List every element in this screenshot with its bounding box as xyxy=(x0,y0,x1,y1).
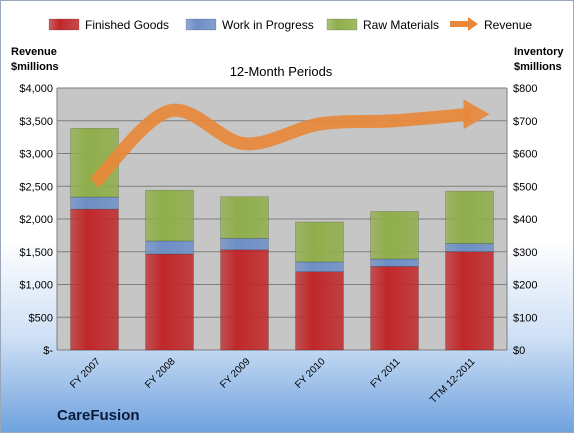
right-tick-label: $0 xyxy=(513,345,525,357)
bar-finished-goods xyxy=(370,266,419,351)
bar-finished-goods xyxy=(445,251,494,351)
left-tick-label: $500 xyxy=(29,312,53,324)
legend-label: Revenue xyxy=(484,18,532,32)
category-label: FY 2008 xyxy=(143,356,178,391)
bar-work-in-progress xyxy=(370,258,419,267)
chart-title: 12-Month Periods xyxy=(230,64,333,79)
bar-raw-materials xyxy=(295,221,344,263)
bar-work-in-progress xyxy=(145,240,194,255)
left-tick-label: $3,000 xyxy=(19,149,53,161)
left-tick-label: $2,000 xyxy=(19,214,53,226)
bar-finished-goods xyxy=(295,271,344,351)
category-label: FY 2007 xyxy=(68,356,103,391)
category-label: FY 2010 xyxy=(293,356,328,391)
legend-swatch xyxy=(185,18,217,31)
bar-finished-goods xyxy=(145,253,194,351)
right-tick-label: $600 xyxy=(513,149,537,161)
left-tick-label: $1,000 xyxy=(19,280,53,292)
bar-work-in-progress xyxy=(220,238,269,251)
bar-work-in-progress xyxy=(70,196,119,210)
bar-finished-goods xyxy=(220,249,269,351)
left-tick-label: $- xyxy=(43,345,53,357)
bar-work-in-progress xyxy=(445,243,494,253)
right-tick-label: $100 xyxy=(513,312,537,324)
category-label: TTM 12-2011 xyxy=(428,356,478,406)
bar-finished-goods xyxy=(70,208,119,351)
right-tick-label: $800 xyxy=(513,83,537,95)
category-label: FY 2011 xyxy=(369,356,403,390)
bar-work-in-progress xyxy=(295,261,344,273)
right-tick-label: $700 xyxy=(513,116,537,128)
left-tick-label: $2,500 xyxy=(19,181,53,193)
left-tick-label: $1,500 xyxy=(19,247,53,259)
revenue-line-arrowhead xyxy=(463,99,490,130)
right-tick-label: $500 xyxy=(513,181,537,193)
legend-swatch xyxy=(48,18,80,31)
legend-label: Raw Materials xyxy=(363,18,439,32)
revenue-line xyxy=(89,103,471,188)
bar-raw-materials xyxy=(370,211,419,260)
left-tick-label: $3,500 xyxy=(19,116,53,128)
left-axis-title: Revenue xyxy=(11,46,57,58)
left-tick-label: $4,000 xyxy=(19,83,53,95)
legend-swatch xyxy=(468,17,478,31)
bar-raw-materials xyxy=(445,190,494,244)
category-label: FY 2009 xyxy=(218,356,253,391)
right-axis-title: $millions xyxy=(514,61,562,73)
legend-swatch xyxy=(326,18,358,31)
left-axis-title: $millions xyxy=(11,61,59,73)
bar-raw-materials xyxy=(145,189,194,242)
right-tick-label: $400 xyxy=(513,214,537,226)
right-axis-title: Inventory xyxy=(514,46,564,58)
bar-raw-materials xyxy=(220,196,269,239)
right-tick-label: $300 xyxy=(513,247,537,259)
right-tick-label: $200 xyxy=(513,280,537,292)
company-name: CareFusion xyxy=(57,407,140,424)
legend-label: Finished Goods xyxy=(85,18,169,32)
legend-label: Work in Progress xyxy=(222,18,314,32)
